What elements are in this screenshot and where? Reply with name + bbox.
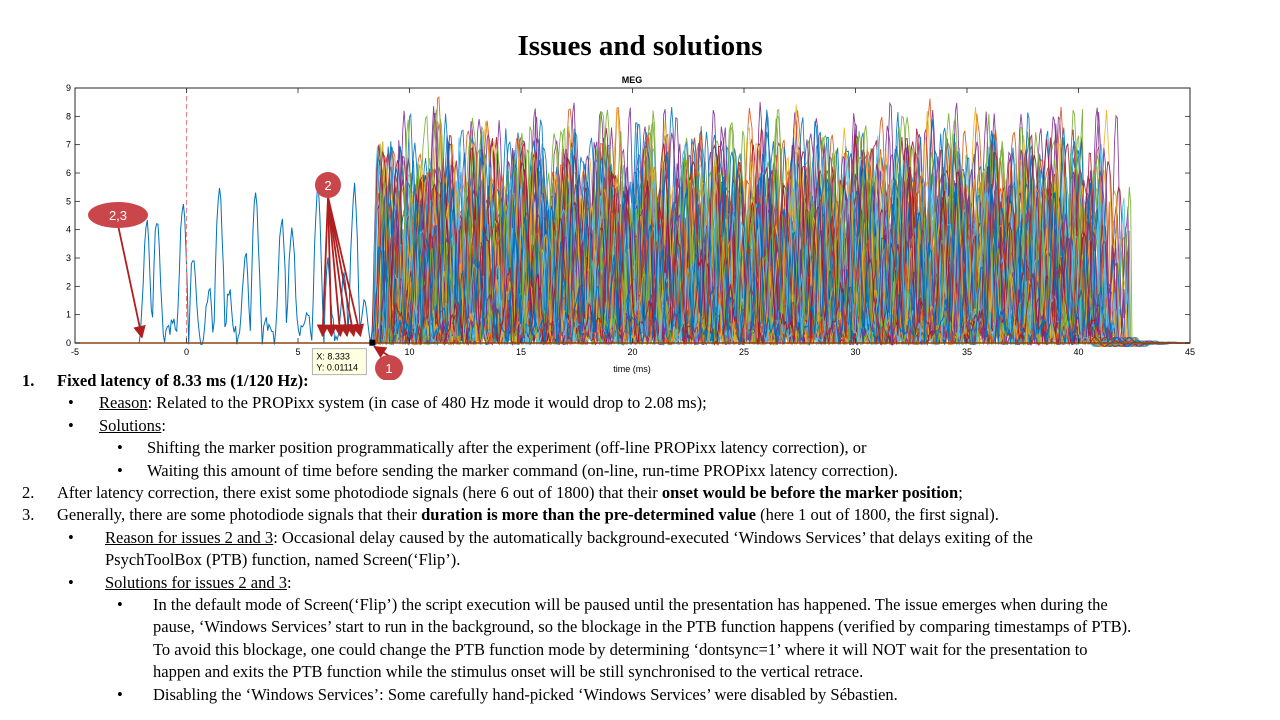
item-2-bold: onset would be before the marker positio… [661,483,959,503]
item-1-solution-1: • Shifting the marker position programma… [0,437,1280,459]
x-tick-label: 35 [962,347,972,357]
notes: 1. Fixed latency of 8.33 ms (1/120 Hz): … [0,370,1280,706]
callout-2 [315,172,341,198]
item-2: 2. After latency correction, there exist… [0,482,1280,504]
chart-title: MEG [622,75,643,85]
y-tick-label: 1 [66,310,71,320]
solution-text: Shifting the marker position programmati… [147,438,867,458]
slide-title: Issues and solutions [517,30,763,62]
bullet: • [68,527,74,547]
item-3-reason-cont: PsychToolBox (PTB) function, named Scree… [0,549,1280,571]
callout-1-label: 1 [385,361,392,376]
bullet: • [68,415,74,435]
item-3-solution-1: • In the default mode of Screen(‘Flip’) … [0,594,1280,616]
x-axis-label: time (ms) [613,364,651,374]
solution-text: happen and exits the PTB function while … [153,662,864,682]
y-tick-label: 9 [66,83,71,93]
trace-line-first [75,181,1190,347]
datatip-x-label: X: 8.333 [316,352,350,362]
datatip-point [369,339,376,346]
x-tick-label: 20 [627,347,637,357]
datatip-y-label: Y: 0.01114 [316,363,358,373]
x-tick-label: 45 [1185,347,1195,357]
item-1-text: Fixed latency of 8.33 ms (1/120 Hz): [57,371,309,390]
item-1-number: 1. [22,371,35,390]
item-2-end: ; [958,483,963,503]
annotations: 2,3 2 1 [88,172,403,380]
solution-text: pause, ‘Windows Services’ start to run i… [153,617,1132,637]
annotation-arrow [324,196,338,338]
solution-text: To avoid this blockage, one could change… [153,639,1088,659]
item-3-reason: • Reason for issues 2 and 3: Occasional … [0,527,1280,549]
annotation-arrow [117,224,146,339]
x-tick-label: 10 [404,347,414,357]
reason-text: PsychToolBox (PTB) function, named Scree… [105,550,461,570]
item-1-reason: • Reason: Related to the PROPixx system … [0,392,1280,414]
x-tick-label: 40 [1073,347,1083,357]
annotation-arrow [327,196,352,338]
item-3-solutions: • Solutions for issues 2 and 3: [0,572,1280,594]
solutions-label: Solutions for issues 2 and 3 [105,572,287,592]
item-1-solution-2: • Waiting this amount of time before sen… [0,460,1280,482]
annotation-arrow [373,345,390,359]
callout-2-3-label: 2,3 [109,208,127,223]
y-axis-ticks: 0 1 2 3 4 5 6 7 8 9 [66,83,1190,348]
callout-1 [375,355,403,380]
x-tick-label: 25 [739,347,749,357]
item-3: 3. Generally, there are some photodiode … [0,504,1280,526]
item-1-solutions: • Solutions: [0,415,1280,437]
y-tick-label: 4 [66,225,71,235]
reason-text: : Related to the PROPixx system (in case… [147,393,707,413]
x-tick-label: 15 [516,347,526,357]
bullet: • [117,438,123,458]
bullet: • [68,572,74,592]
solution-text: In the default mode of Screen(‘Flip’) th… [153,595,1108,615]
y-tick-label: 6 [66,168,71,178]
solutions-label: Solutions [99,415,162,435]
reason-label: Reason [99,393,148,413]
callout-2-3 [88,202,148,228]
annotation-arrow [316,196,330,338]
y-tick-label: 8 [66,111,71,121]
annotation-arrow [327,196,364,338]
item-2-number: 2. [22,483,35,503]
bullet: • [117,684,123,704]
bullet: • [117,595,123,615]
y-tick-label: 7 [66,140,71,150]
x-tick-label: 5 [295,347,300,357]
reason-label: Reason for issues 2 and 3 [105,527,274,547]
datatip[interactable]: X: 8.333 Y: 0.01114 [311,339,376,376]
x-tick-label: 30 [850,347,860,357]
solution-text: Waiting this amount of time before sendi… [147,460,899,480]
annotation-arrow [327,196,346,338]
y-tick-label: 2 [66,281,71,291]
y-tick-label: 5 [66,196,71,206]
item-3-text: Generally, there are some photodiode sig… [57,505,422,525]
item-3-end: (here 1 out of 1800, the first signal). [755,505,999,525]
item-3-solution-2: • Disabling the ‘Windows Services’: Some… [0,684,1280,706]
x-axis-ticks: -5 0 5 10 15 20 25 30 35 40 45 [71,88,1195,357]
item-1: 1. Fixed latency of 8.33 ms (1/120 Hz): [0,370,1280,392]
x-tick-label: -5 [71,347,79,357]
solutions-colon: : [286,572,292,592]
reason-text: : Occasional delay caused by the automat… [273,527,1033,547]
item-2-text: After latency correction, there exist so… [57,483,662,503]
bullet: • [68,393,74,413]
item-3-solution-1-cont: pause, ‘Windows Services’ start to run i… [0,616,1280,638]
item-3-number: 3. [22,505,35,525]
annotation-arrow [327,196,358,338]
x-tick-label: 0 [184,347,189,357]
y-tick-label: 3 [66,253,71,263]
bullet: • [117,460,123,480]
y-tick-label: 0 [66,338,71,348]
item-3-bold: duration is more than the pre-determined… [421,505,756,525]
item-3-solution-1-cont: happen and exits the PTB function while … [0,661,1280,683]
solution-text: Disabling the ‘Windows Services’: Some c… [153,684,898,704]
callout-2-label: 2 [324,178,331,193]
solutions-colon: : [161,415,166,435]
datatip-box [311,348,367,376]
photodiode-traces [75,95,1190,347]
item-3-solution-1-cont: To avoid this blockage, one could change… [0,639,1280,661]
